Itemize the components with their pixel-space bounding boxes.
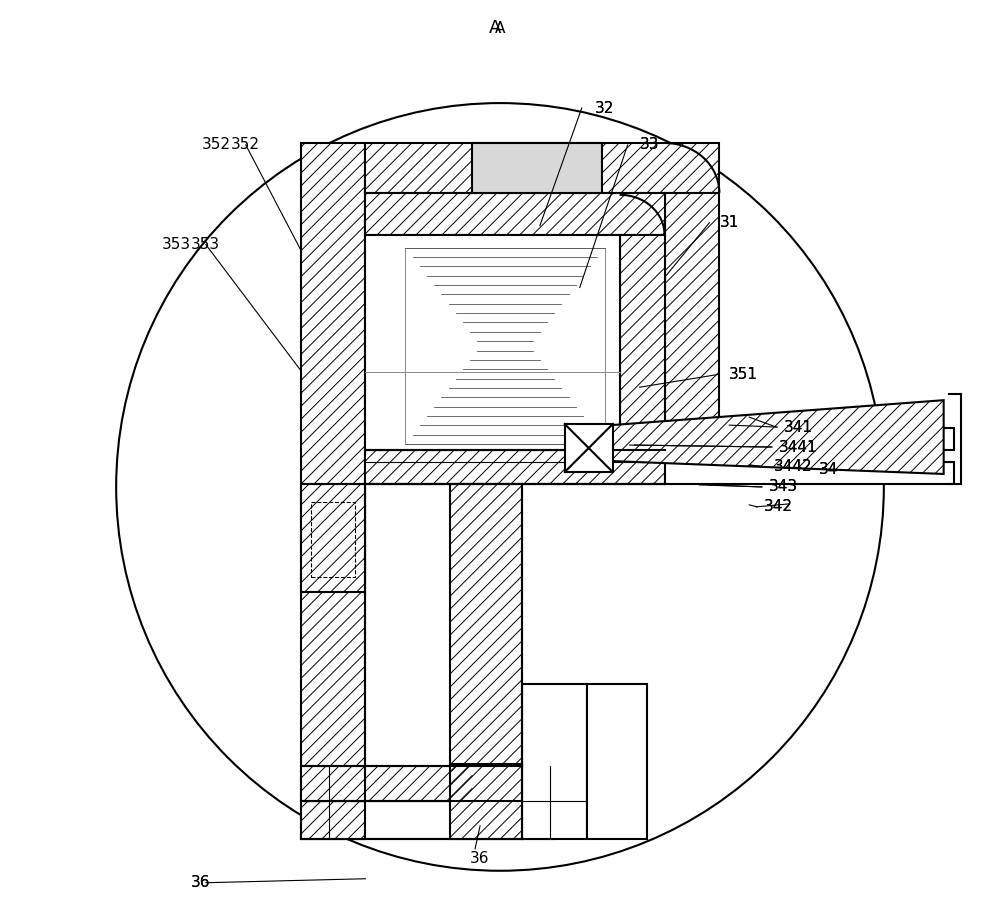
Bar bbox=[450, 764, 522, 839]
Bar bbox=[301, 801, 555, 839]
Bar bbox=[665, 193, 719, 450]
Text: 31: 31 bbox=[719, 215, 739, 230]
Text: 353: 353 bbox=[191, 237, 220, 252]
Text: 3441: 3441 bbox=[779, 440, 818, 455]
Text: 32: 32 bbox=[595, 100, 614, 115]
Bar bbox=[522, 684, 587, 839]
Bar bbox=[301, 484, 365, 592]
Bar bbox=[472, 143, 602, 193]
Text: 342: 342 bbox=[764, 500, 793, 514]
Text: 343: 343 bbox=[769, 479, 798, 494]
Bar bbox=[365, 235, 620, 450]
Bar bbox=[311, 502, 355, 576]
Text: 36: 36 bbox=[191, 875, 210, 891]
Text: 36: 36 bbox=[470, 851, 490, 867]
Text: A: A bbox=[495, 21, 505, 36]
Text: 31: 31 bbox=[719, 215, 739, 230]
Text: 341: 341 bbox=[784, 420, 813, 434]
Polygon shape bbox=[585, 400, 944, 474]
Text: 3442: 3442 bbox=[774, 459, 813, 475]
Text: 342: 342 bbox=[764, 500, 793, 514]
Text: 352: 352 bbox=[231, 137, 260, 152]
Bar bbox=[620, 235, 665, 450]
Text: 343: 343 bbox=[769, 479, 798, 494]
Bar bbox=[365, 143, 719, 193]
Text: 36: 36 bbox=[191, 875, 210, 891]
Text: 33: 33 bbox=[640, 137, 659, 152]
Text: 353: 353 bbox=[162, 237, 191, 252]
Text: 34: 34 bbox=[819, 463, 838, 478]
Bar bbox=[587, 684, 647, 839]
Text: 341: 341 bbox=[784, 420, 813, 434]
Text: 34: 34 bbox=[819, 463, 838, 478]
Bar bbox=[365, 193, 665, 235]
Text: 351: 351 bbox=[729, 367, 758, 382]
Bar bbox=[365, 450, 665, 484]
Bar bbox=[405, 248, 605, 444]
Bar bbox=[301, 143, 365, 839]
Text: A: A bbox=[489, 19, 501, 37]
Text: 3442: 3442 bbox=[774, 459, 813, 475]
Text: 32: 32 bbox=[595, 100, 614, 115]
Bar bbox=[665, 462, 954, 484]
Text: 351: 351 bbox=[729, 367, 758, 382]
Bar bbox=[450, 484, 522, 766]
Text: 3441: 3441 bbox=[779, 440, 818, 455]
Text: 352: 352 bbox=[202, 137, 231, 152]
Bar bbox=[565, 424, 613, 472]
Text: 33: 33 bbox=[640, 137, 659, 152]
Bar bbox=[301, 766, 472, 801]
Bar bbox=[665, 428, 954, 450]
